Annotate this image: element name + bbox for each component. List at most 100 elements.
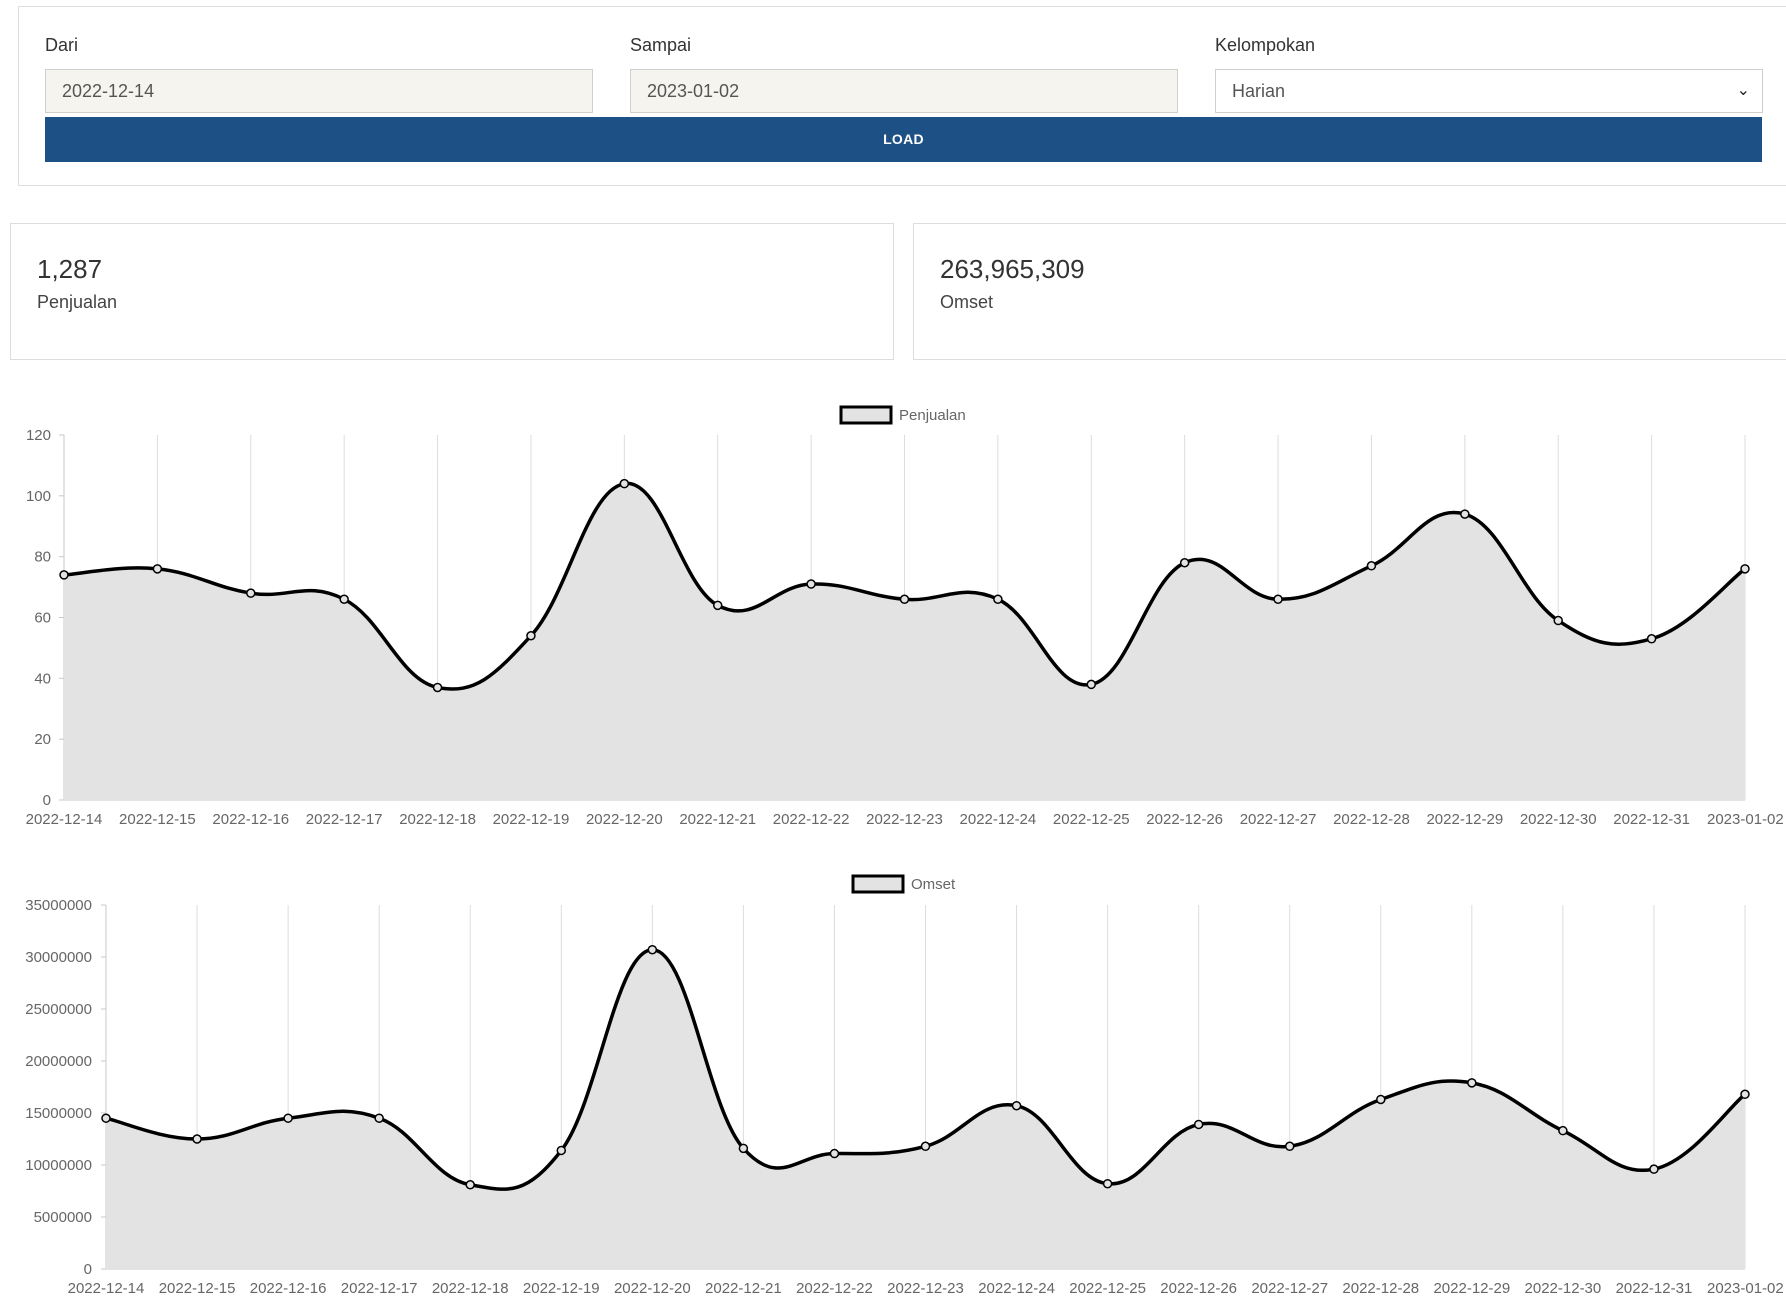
- data-point: [619, 478, 630, 489]
- data-point: [1086, 679, 1097, 690]
- y-tick-label: 40: [34, 670, 51, 687]
- data-point: [993, 594, 1003, 604]
- x-tick-label: 2022-12-27: [1251, 1280, 1328, 1297]
- x-tick-label: 2022-12-25: [1069, 1280, 1146, 1297]
- y-tick-label: 60: [34, 610, 51, 627]
- data-point: [374, 1113, 384, 1123]
- y-tick-label: 20000000: [25, 1053, 92, 1070]
- data-point: [1740, 564, 1750, 574]
- data-point: [432, 682, 443, 693]
- x-tick-label: 2022-12-30: [1525, 1280, 1602, 1297]
- y-tick-label: 25000000: [25, 1001, 92, 1018]
- revenue-chart: Omset 0 5000000 10000000 15000000 20000000 250…: [25, 874, 1784, 1297]
- x-tick-label: 2022-12-23: [866, 811, 943, 828]
- data-point: [899, 594, 910, 604]
- legend-label: Omset: [911, 876, 956, 893]
- y-tick-label: 0: [43, 792, 51, 809]
- data-point: [556, 1145, 567, 1156]
- x-tick-label: 2022-12-28: [1342, 1280, 1419, 1297]
- data-point: [1558, 1125, 1568, 1136]
- y-tick-label: 0: [84, 1261, 92, 1278]
- x-tick-label: 2022-12-16: [250, 1280, 327, 1297]
- data-point: [1179, 558, 1190, 568]
- to-date-label: Sampai: [630, 35, 692, 55]
- data-point: [1273, 594, 1283, 604]
- y-tick-label: 5000000: [34, 1209, 92, 1226]
- x-tick-label: 2022-12-24: [978, 1280, 1055, 1297]
- x-tick-label: 2022-12-19: [523, 1280, 600, 1297]
- x-tick-label: 2022-12-29: [1426, 811, 1503, 828]
- x-tick-label: 2022-12-14: [68, 1280, 145, 1297]
- data-point: [920, 1141, 931, 1152]
- x-tick-label: 2022-12-18: [399, 811, 476, 828]
- data-point: [1467, 1078, 1477, 1088]
- x-tick-label: 2023-01-02: [1707, 1280, 1784, 1297]
- data-point: [59, 570, 69, 580]
- data-point: [829, 1148, 840, 1159]
- data-point: [101, 1113, 111, 1123]
- x-tick-label: 2022-12-15: [159, 1280, 236, 1297]
- data-point: [1740, 1089, 1750, 1100]
- x-tick-label: 2023-01-02: [1707, 811, 1784, 828]
- y-tick-label: 120: [26, 427, 51, 444]
- y-tick-label: 10000000: [25, 1157, 92, 1174]
- chevron-down-icon: ⌄: [1736, 82, 1750, 99]
- data-point: [1649, 1164, 1659, 1174]
- data-point: [465, 1180, 475, 1190]
- x-tick-label: 2022-12-31: [1613, 811, 1690, 828]
- data-point: [526, 631, 536, 641]
- y-tick-label: 30000000: [25, 949, 92, 966]
- x-tick-label: 2022-12-30: [1520, 811, 1597, 828]
- y-tick-label: 100: [26, 488, 51, 505]
- x-tick-label: 2022-12-25: [1053, 811, 1130, 828]
- y-tick-label: 35000000: [25, 897, 92, 914]
- y-tick-label: 15000000: [25, 1105, 92, 1122]
- x-tick-label: 2022-12-23: [887, 1280, 964, 1297]
- data-point: [1011, 1100, 1022, 1111]
- group-select-value: Harian: [1232, 81, 1286, 101]
- revenue-stat-card: 263,965,309 Omset: [913, 223, 1786, 360]
- filter-panel: Dari 2022-12-14 Sampai 2023-01-02 Kelomp…: [18, 6, 1786, 186]
- x-tick-label: 2022-12-15: [119, 811, 196, 828]
- sales-chart: Penjualan 0 20 40 60 80 100 120 2022-12-14 2022-1…: [26, 405, 1784, 828]
- x-tick-label: 2022-12-29: [1433, 1280, 1510, 1297]
- data-point: [1376, 1094, 1386, 1105]
- data-point: [738, 1143, 749, 1154]
- sales-stat-card: 1,287 Penjualan: [10, 223, 894, 360]
- x-tick-label: 2022-12-19: [493, 811, 570, 828]
- legend-swatch: [851, 874, 905, 894]
- x-tick-label: 2022-12-22: [773, 811, 850, 828]
- to-date-input[interactable]: 2023-01-02: [630, 69, 1178, 113]
- revenue-stat-value: 263,965,309: [940, 254, 1085, 284]
- data-point: [1193, 1119, 1204, 1130]
- x-tick-label: 2022-12-26: [1146, 811, 1223, 828]
- x-tick-label: 2022-12-26: [1160, 1280, 1237, 1297]
- data-point: [712, 600, 723, 611]
- x-tick-label: 2022-12-31: [1616, 1280, 1693, 1297]
- data-point: [246, 588, 256, 598]
- x-tick-label: 2022-12-21: [705, 1280, 782, 1297]
- x-tick-label: 2022-12-28: [1333, 811, 1410, 828]
- data-point: [1553, 615, 1563, 626]
- series-area: [64, 483, 1745, 800]
- group-select[interactable]: Harian ⌄: [1215, 69, 1763, 113]
- data-point: [283, 1113, 293, 1123]
- data-point: [339, 594, 349, 604]
- y-tick-label: 20: [34, 731, 51, 748]
- legend-swatch: [839, 405, 893, 425]
- data-point: [152, 564, 163, 574]
- from-date-input[interactable]: 2022-12-14: [45, 69, 593, 113]
- legend-label: Penjualan: [899, 407, 966, 424]
- x-tick-label: 2022-12-20: [586, 811, 663, 828]
- data-point: [1102, 1178, 1113, 1189]
- data-point: [806, 579, 816, 589]
- data-point: [192, 1134, 202, 1144]
- data-point: [1646, 634, 1657, 644]
- x-tick-label: 2022-12-24: [960, 811, 1037, 828]
- from-date-label: Dari: [45, 35, 79, 55]
- x-tick-label: 2022-12-14: [26, 811, 103, 828]
- load-button[interactable]: LOAD: [45, 117, 1762, 162]
- x-tick-label: 2022-12-22: [796, 1280, 873, 1297]
- data-point: [1366, 561, 1377, 571]
- x-tick-label: 2022-12-27: [1240, 811, 1317, 828]
